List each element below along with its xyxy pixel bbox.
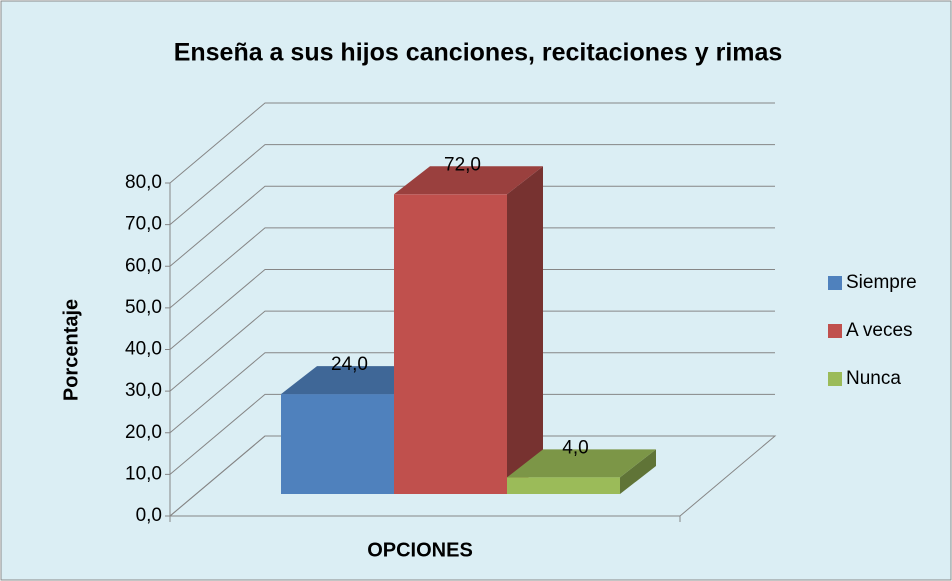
y-tick-label: 70,0: [125, 214, 162, 235]
y-tick-label: 0,0: [136, 505, 162, 526]
grid-line: [169, 352, 775, 434]
y-tick-label: 40,0: [125, 339, 162, 360]
grid-line: [169, 144, 775, 226]
chart-title: Enseña a sus hijos canciones, recitacion…: [174, 39, 783, 67]
y-tick-label: 10,0: [125, 463, 162, 484]
legend-label: A veces: [846, 320, 913, 341]
legend-swatch: [828, 324, 842, 338]
legend-swatch: [828, 276, 842, 290]
legend-label: Nunca: [846, 368, 901, 389]
data-label: 24,0: [331, 354, 368, 375]
bar-top: [281, 366, 430, 395]
y-tick-label: 60,0: [125, 255, 162, 276]
bar: [507, 477, 620, 494]
grid-line: [169, 310, 775, 392]
bar-side: [507, 166, 543, 495]
grid-line: [169, 185, 775, 267]
grid-line: [169, 435, 775, 517]
bar-top: [394, 166, 543, 195]
y-tick-label: 30,0: [125, 380, 162, 401]
grid-line: [169, 102, 775, 184]
legend-label: Siempre: [846, 272, 917, 293]
bar: [281, 394, 394, 494]
bar-side: [620, 449, 656, 494]
y-tick-label: 50,0: [125, 297, 162, 318]
x-axis-label: OPCIONES: [367, 539, 473, 561]
bar: [394, 194, 507, 495]
y-tick-label: 20,0: [125, 422, 162, 443]
data-label: 72,0: [444, 154, 481, 175]
grid-line: [169, 269, 775, 350]
y-axis-label: Porcentaje: [60, 299, 82, 401]
grid-line: [169, 393, 775, 475]
bar-top: [507, 449, 656, 478]
legend-swatch: [828, 372, 842, 386]
grid-line: [169, 227, 775, 309]
y-tick-label: 80,0: [125, 172, 162, 193]
data-label: 4,0: [562, 437, 588, 458]
